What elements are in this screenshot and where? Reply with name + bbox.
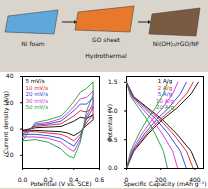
svg-text:Hydrothermal: Hydrothermal <box>85 52 127 60</box>
svg-text:5 A/g: 5 A/g <box>157 91 173 98</box>
svg-text:20 A/g: 20 A/g <box>156 104 174 111</box>
svg-text:30 mV/s: 30 mV/s <box>26 98 49 104</box>
svg-text:0: 0 <box>10 125 14 132</box>
svg-text:Ni foam: Ni foam <box>21 40 45 47</box>
svg-text:Current density (A/g): Current density (A/g) <box>2 91 10 154</box>
svg-text:5 mV/s: 5 mV/s <box>26 78 45 84</box>
svg-text:Ni(OH)₂/rGO/NF: Ni(OH)₂/rGO/NF <box>153 40 200 47</box>
svg-text:1 A/g: 1 A/g <box>157 78 173 85</box>
svg-text:Specific Capacity (mAh g⁻¹): Specific Capacity (mAh g⁻¹) <box>123 180 206 188</box>
svg-text:0.6: 0.6 <box>95 176 104 183</box>
svg-text:Potential (V): Potential (V) <box>106 104 113 141</box>
svg-text:40: 40 <box>6 72 14 79</box>
svg-text:GO sheet: GO sheet <box>92 36 121 43</box>
svg-text:Potential (V vs. SCE): Potential (V vs. SCE) <box>30 180 91 187</box>
svg-text:20 mV/s: 20 mV/s <box>26 91 49 97</box>
svg-text:50 mV/s: 50 mV/s <box>26 104 49 110</box>
svg-text:1.0: 1.0 <box>108 106 118 114</box>
svg-text:0.0: 0.0 <box>108 164 118 171</box>
svg-text:0.5: 0.5 <box>108 135 118 143</box>
svg-text:0.0: 0.0 <box>18 176 28 183</box>
svg-text:1.5: 1.5 <box>108 78 118 85</box>
svg-text:20: 20 <box>5 98 14 106</box>
svg-text:10 mV/s: 10 mV/s <box>26 85 49 91</box>
